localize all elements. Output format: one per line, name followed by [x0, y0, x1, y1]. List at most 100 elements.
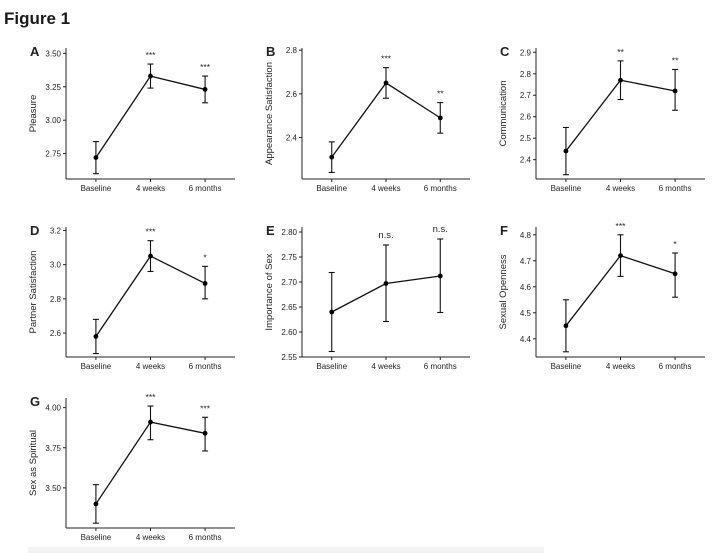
y-tick-label: 4.6	[520, 283, 532, 292]
x-tick-label: 4 weeks	[606, 362, 635, 371]
x-tick-label: Baseline	[316, 184, 347, 193]
panel-letter: D	[30, 223, 39, 238]
significance-label: ***	[381, 54, 392, 64]
data-point	[329, 154, 335, 160]
significance-label: **	[437, 89, 444, 99]
y-tick-label: 2.8	[50, 295, 62, 304]
y-tick-label: 2.75	[45, 150, 61, 159]
x-tick-label: Baseline	[81, 533, 112, 542]
data-point	[618, 77, 623, 83]
data-point	[148, 419, 153, 425]
significance-label: **	[617, 47, 624, 57]
data-point	[148, 73, 153, 79]
significance-label: ***	[200, 403, 211, 413]
significance-label: ***	[146, 392, 157, 402]
y-tick-label: 3.0	[50, 261, 62, 270]
significance-label: ***	[200, 62, 211, 72]
data-point	[93, 155, 99, 161]
y-axis-title: Communication	[498, 81, 509, 147]
significance-label: *	[203, 252, 207, 262]
panel-letter: F	[500, 223, 508, 238]
data-point	[563, 148, 569, 154]
data-point	[329, 309, 335, 315]
y-tick-label: 2.80	[281, 228, 297, 237]
data-point	[383, 281, 389, 286]
chart-panel-e: E 2.55 2.60 2.65 2.70 2.75 2.80 Baseline 4 weeks…	[264, 223, 470, 371]
y-tick-label: 2.4	[286, 134, 298, 143]
y-tick-label: 3.50	[45, 49, 61, 58]
x-tick-label: Baseline	[81, 184, 112, 193]
x-tick-label: 6 months	[189, 533, 222, 542]
y-tick-label: 2.65	[281, 303, 297, 312]
x-tick-label: 6 months	[659, 362, 692, 371]
y-tick-label: 4.00	[45, 404, 61, 413]
y-tick-label: 4.7	[520, 257, 532, 266]
x-tick-label: Baseline	[316, 362, 347, 371]
panel-letter: B	[266, 44, 275, 59]
x-tick-label: Baseline	[551, 184, 582, 193]
data-point	[563, 323, 569, 329]
y-axis-title: Appearance Satisfaction	[264, 62, 275, 165]
panel-letter: E	[266, 223, 275, 238]
significance-label: ***	[616, 221, 627, 231]
y-tick-label: 2.8	[520, 70, 532, 79]
y-axis-title: Sex as Spiritual	[28, 430, 39, 496]
chart-panel-d: D 2.6 2.8 3.0 3.2 Baseline 4 weeks 6 months Part…	[28, 223, 235, 371]
significance-label: ***	[146, 227, 157, 237]
x-tick-label: 4 weeks	[606, 184, 635, 193]
y-tick-label: 3.25	[45, 83, 61, 92]
x-tick-label: 6 months	[189, 184, 222, 193]
y-axis-title: Importance of Sex	[264, 253, 275, 330]
data-point	[202, 87, 208, 92]
y-tick-label: 4.8	[520, 231, 532, 240]
significance-label: n.s.	[433, 224, 448, 235]
data-point	[672, 271, 678, 277]
significance-label: **	[672, 55, 679, 65]
y-tick-label: 2.9	[520, 48, 532, 57]
data-point	[202, 430, 208, 436]
chart-panel-g: G 3.50 3.75 4.00 Baseline 4 weeks 6 months Sex …	[28, 392, 235, 542]
data-point	[202, 281, 208, 286]
x-tick-label: 4 weeks	[136, 533, 165, 542]
panel-letter: G	[30, 394, 40, 409]
chart-panel-c: C 2.4 2.5 2.6 2.7 2.8 2.9 Baseline 4 weeks 6 mont…	[498, 44, 705, 193]
bottom-scroll-strip	[28, 547, 544, 553]
panel-letter: A	[30, 44, 40, 59]
y-tick-label: 2.6	[520, 113, 532, 122]
x-tick-label: 6 months	[659, 184, 692, 193]
data-point	[148, 253, 153, 259]
x-tick-label: Baseline	[81, 362, 112, 371]
chart-panel-f: F 4.4 4.5 4.6 4.7 4.8 Baseline 4 weeks 6 months S…	[498, 221, 705, 371]
data-point	[437, 115, 443, 121]
y-tick-label: 3.50	[45, 484, 61, 493]
y-tick-label: 2.8	[286, 46, 298, 55]
x-tick-label: 6 months	[424, 362, 457, 371]
panel-letter: C	[500, 44, 510, 59]
significance-label: n.s.	[378, 230, 393, 241]
y-tick-label: 2.75	[281, 253, 297, 262]
x-tick-label: 4 weeks	[371, 362, 400, 371]
y-tick-label: 2.6	[286, 90, 298, 99]
x-tick-label: Baseline	[551, 362, 582, 371]
y-tick-label: 4.4	[520, 335, 532, 344]
data-point	[437, 273, 443, 279]
y-axis-title: Partner Satisfaction	[28, 251, 39, 334]
x-tick-label: 4 weeks	[136, 184, 165, 193]
y-tick-label: 2.70	[281, 278, 297, 287]
y-axis-title: Pleasure	[28, 95, 39, 133]
y-tick-label: 2.6	[50, 329, 62, 338]
x-tick-label: 4 weeks	[371, 184, 400, 193]
x-tick-label: 6 months	[189, 362, 222, 371]
data-point	[672, 88, 678, 94]
y-axis-title: Sexual Openness	[498, 254, 509, 329]
figure-title: Figure 1	[4, 9, 71, 28]
y-tick-label: 2.60	[281, 328, 297, 337]
data-point	[618, 253, 623, 258]
y-tick-label: 3.00	[45, 116, 61, 125]
y-tick-label: 2.7	[520, 91, 532, 100]
x-tick-label: 4 weeks	[136, 362, 165, 371]
data-point	[93, 501, 99, 507]
y-tick-label: 4.5	[520, 309, 532, 318]
data-point	[383, 80, 389, 86]
